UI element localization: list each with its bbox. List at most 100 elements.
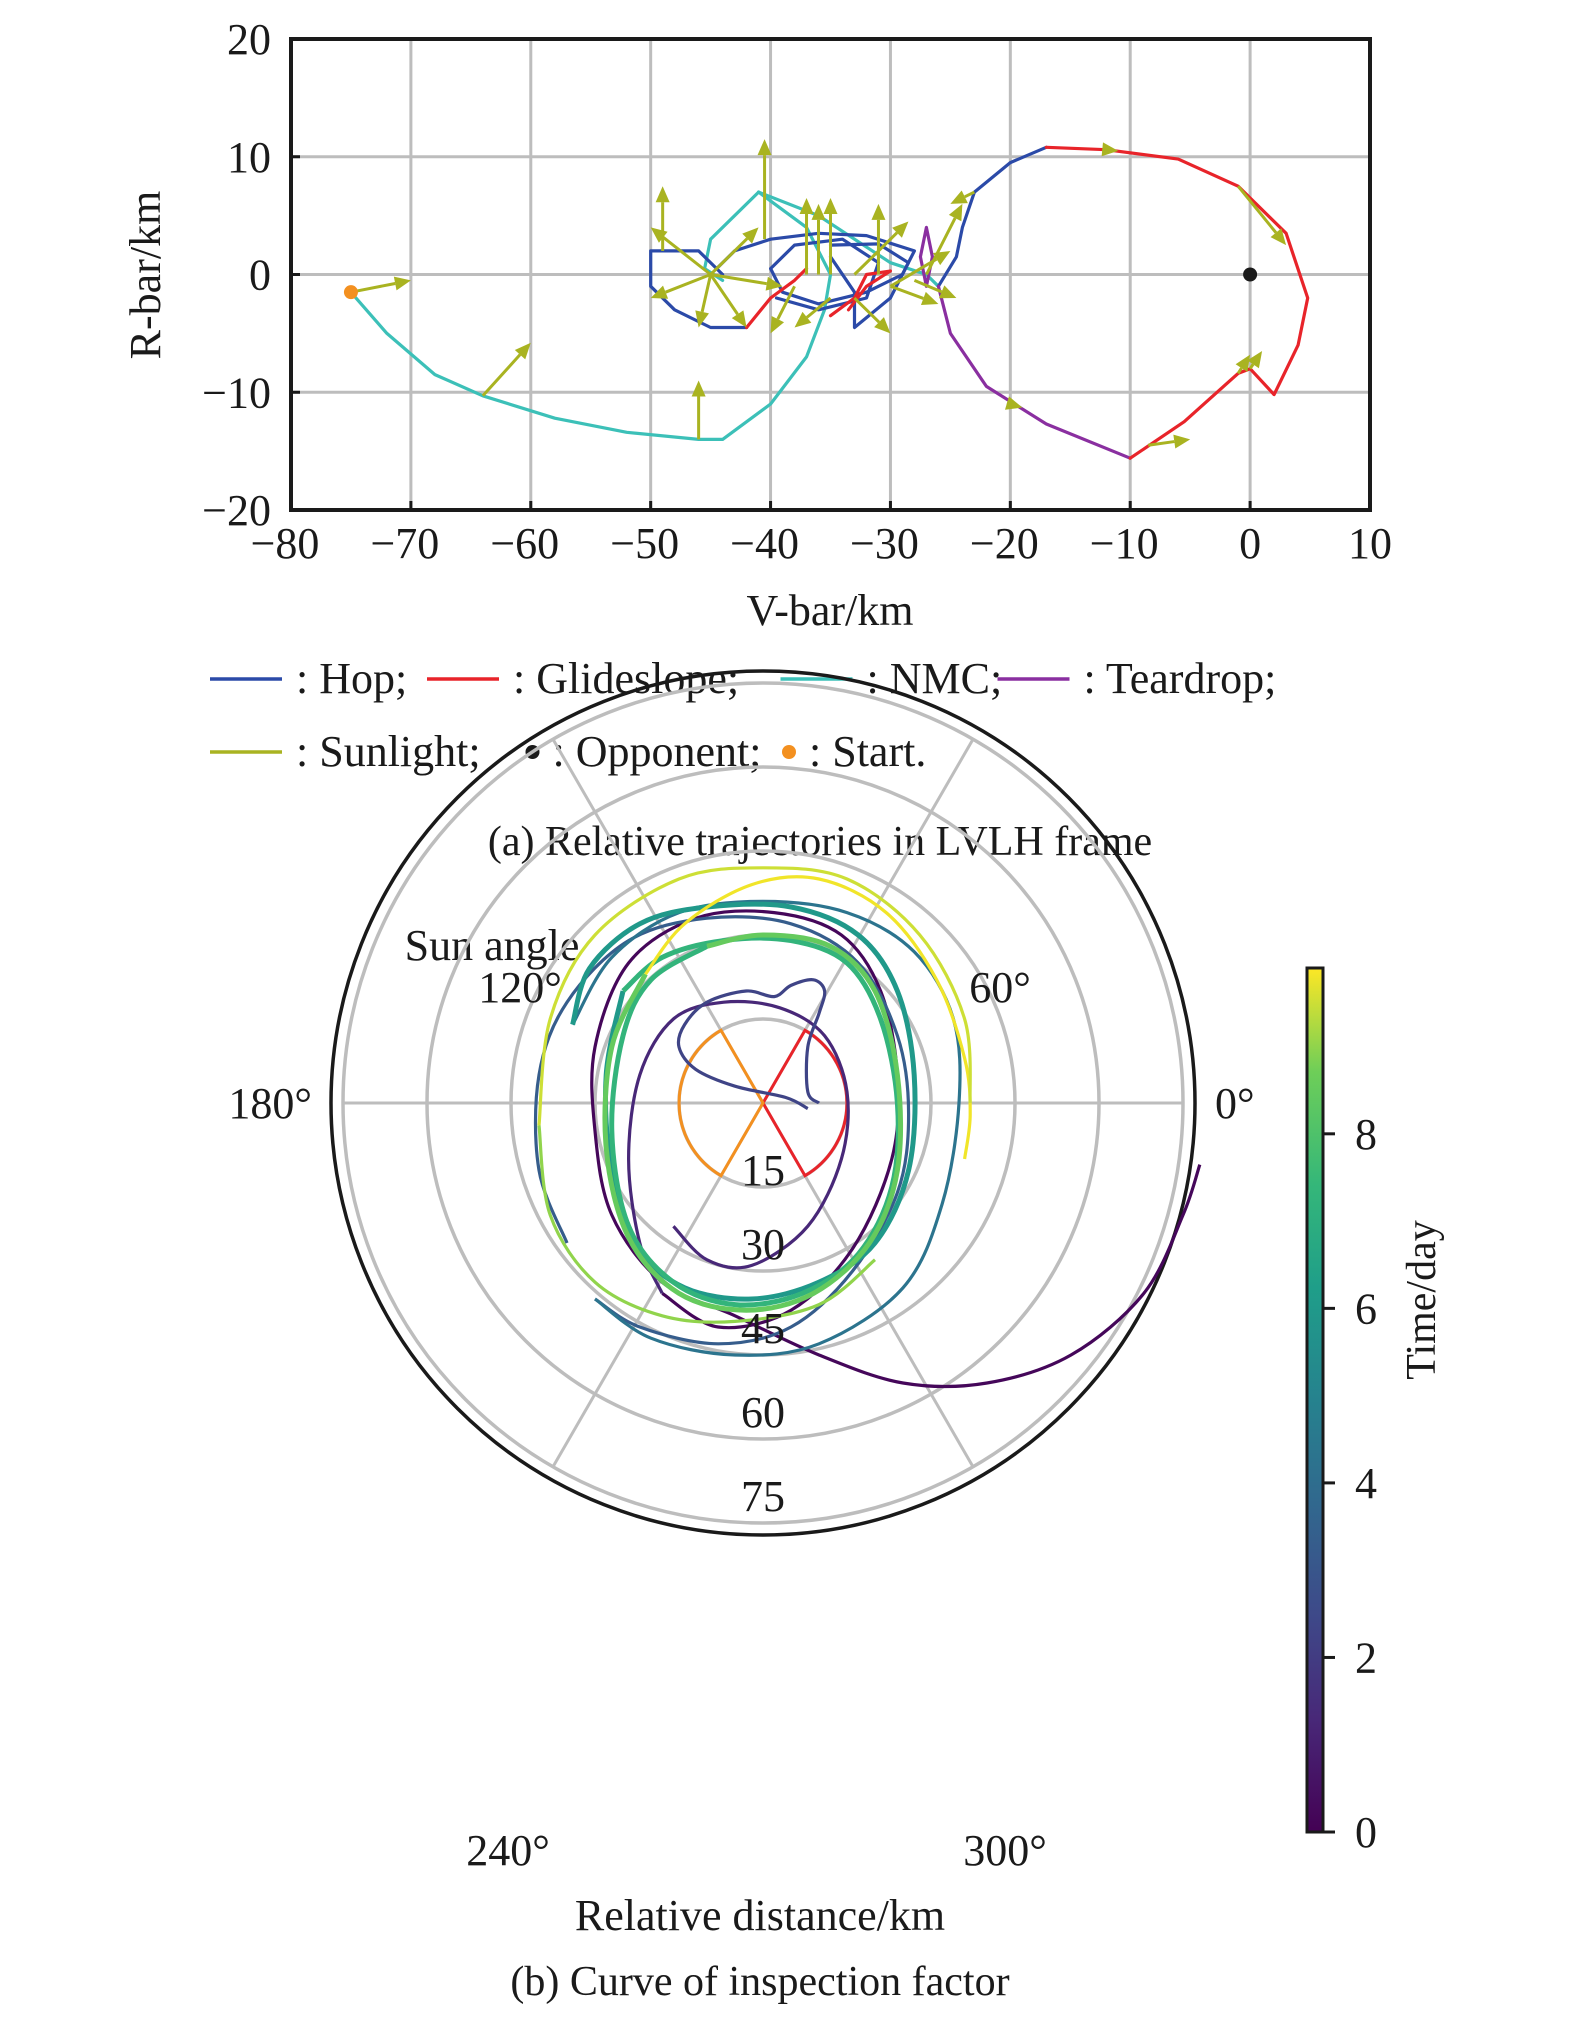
x-axis-label: V-bar/km bbox=[746, 586, 913, 635]
x-tick-label: −30 bbox=[850, 519, 919, 568]
sunlight-arrow bbox=[811, 203, 826, 275]
radial-grid-circle bbox=[509, 849, 1017, 1357]
inspection-curve bbox=[571, 899, 962, 1357]
radial-grid-circle bbox=[677, 1017, 849, 1189]
sunlight-arrow bbox=[799, 197, 814, 275]
sunlight-arrow bbox=[757, 139, 772, 240]
trajectory-series bbox=[349, 145, 1310, 460]
radial-tick-label: 75 bbox=[741, 1472, 785, 1521]
angle-tick-label: 240° bbox=[466, 1826, 550, 1875]
sunlight-arrow bbox=[1004, 396, 1023, 410]
colorbar-tick-label: 4 bbox=[1355, 1459, 1377, 1508]
caption-a: (a) Relative trajectories in LVLH frame bbox=[488, 819, 1152, 865]
angle-tick-label: 180° bbox=[228, 1079, 312, 1128]
y-tick-label: −10 bbox=[202, 368, 271, 417]
colorbar-label: Time/day bbox=[1399, 1220, 1445, 1379]
shadow-sector bbox=[677, 1028, 765, 1178]
legend-item: : NMC; bbox=[780, 654, 1003, 703]
inspection-curve bbox=[537, 1125, 877, 1324]
series-glideslope-2 bbox=[745, 267, 809, 330]
legend-item: : Opponent; bbox=[525, 727, 761, 776]
x-tick-label: −60 bbox=[490, 519, 559, 568]
angle-grid-line bbox=[551, 1102, 765, 1468]
x-tick-label: −80 bbox=[251, 519, 320, 568]
y-tick-label: 20 bbox=[227, 15, 271, 64]
series-glideslope-3 bbox=[828, 269, 892, 318]
sunlight-arrow bbox=[710, 273, 783, 291]
inspection-curve bbox=[533, 915, 911, 1346]
angle-grid-line bbox=[761, 1102, 975, 1468]
legend-item: : Sunlight; bbox=[210, 727, 481, 776]
sunlight-arrows bbox=[350, 139, 1287, 449]
sunlight-arrow bbox=[709, 273, 747, 328]
angle-tick-label: 0° bbox=[1215, 1079, 1255, 1128]
sunlight-arrow bbox=[1235, 354, 1251, 375]
colorbar-tick-label: 2 bbox=[1355, 1633, 1377, 1682]
x-tick-label: −50 bbox=[610, 519, 679, 568]
series-nmc bbox=[349, 190, 833, 441]
angle-tick-label: 120° bbox=[478, 963, 562, 1012]
colorbar-tick-label: 8 bbox=[1355, 1110, 1377, 1159]
sun-sectors bbox=[677, 1028, 849, 1178]
sunlight-arrow bbox=[853, 221, 909, 276]
sunlight-arrow bbox=[655, 186, 670, 251]
trajectory-chart: −80 −70 −60 −50 −40 −30 −20 −10 0 10 −20 −10 0 10 20 V… bbox=[121, 15, 1392, 865]
sunlight-arrow bbox=[1236, 185, 1287, 246]
legend-label: : NMC; bbox=[867, 654, 1003, 703]
sunlight-arrow bbox=[691, 380, 706, 440]
colorbar-gradient bbox=[1305, 966, 1325, 1834]
legend-item: : Glideslope; bbox=[427, 654, 739, 703]
legend-label: : Teardrop; bbox=[1084, 654, 1277, 703]
inspection-curves bbox=[533, 866, 1202, 1389]
legend-label: : Hop; bbox=[296, 654, 407, 703]
sunlight-arrow bbox=[650, 273, 712, 299]
series-teardrop-2 bbox=[936, 284, 1132, 460]
series-hop-1 bbox=[649, 249, 749, 330]
radial-tick-label: 15 bbox=[741, 1146, 785, 1195]
inspection-curve bbox=[590, 909, 1202, 1389]
x-tick-label: −10 bbox=[1090, 519, 1159, 568]
inspection-curve bbox=[537, 866, 972, 1126]
sunlit-sector bbox=[761, 1028, 849, 1178]
x-tick-label: −20 bbox=[970, 519, 1039, 568]
legend-label: : Glideslope; bbox=[513, 654, 739, 703]
sunlight-arrow bbox=[709, 227, 759, 276]
sunlight-arrow bbox=[770, 285, 796, 334]
y-axis-label: R-bar/km bbox=[121, 191, 170, 360]
sunlight-arrow bbox=[889, 284, 939, 305]
marker-start bbox=[343, 285, 358, 300]
marker-opponent bbox=[1243, 267, 1258, 282]
inspection-curve bbox=[644, 875, 972, 1160]
radial-tick-label: 30 bbox=[741, 1220, 785, 1269]
sunlight-arrow bbox=[650, 227, 712, 276]
legend: : Hop; : Glideslope; : NMC; : Teardrop; : Su… bbox=[210, 654, 1276, 776]
sunlight-arrow bbox=[794, 296, 832, 328]
y-tick-label: 10 bbox=[227, 133, 271, 182]
radial-tick-label: 45 bbox=[741, 1304, 785, 1353]
radial-axis-label: Relative distance/km bbox=[575, 1891, 945, 1940]
caption-b: (b) Curve of inspection factor bbox=[510, 1959, 1009, 2005]
y-tick-label: 0 bbox=[249, 251, 271, 300]
x-tick-label: −70 bbox=[370, 519, 439, 568]
angle-tick-label: 60° bbox=[969, 963, 1031, 1012]
markers bbox=[343, 267, 1258, 300]
legend-item: : Start. bbox=[782, 727, 926, 776]
inspection-curve bbox=[626, 999, 850, 1295]
sunlight-arrow bbox=[950, 190, 976, 204]
inspection-curve bbox=[570, 901, 918, 1302]
sunlight-arrow bbox=[350, 276, 411, 294]
sunlight-arrow bbox=[481, 342, 531, 397]
sunlight-arrow bbox=[823, 197, 838, 275]
legend-label: : Sunlight; bbox=[296, 727, 481, 776]
y-tick-label: −20 bbox=[202, 486, 271, 535]
sunlight-arrow bbox=[913, 279, 957, 299]
inspection-curve bbox=[609, 935, 901, 1308]
legend-item: : Teardrop; bbox=[997, 654, 1277, 703]
series-glideslope-1 bbox=[1044, 145, 1310, 460]
colorbar-tick-label: 6 bbox=[1355, 1284, 1377, 1333]
sunlight-arrow bbox=[1247, 351, 1263, 370]
legend-label: : Start. bbox=[809, 727, 926, 776]
x-tick-label: 10 bbox=[1348, 519, 1392, 568]
series-hop-4 bbox=[936, 145, 1048, 288]
axis-ticks: −80 −70 −60 −50 −40 −30 −20 −10 0 10 −20 −10 0 10 20 bbox=[202, 15, 1392, 568]
